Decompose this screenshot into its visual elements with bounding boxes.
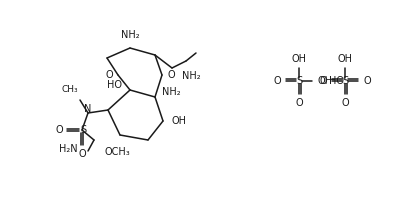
Text: O: O: [55, 125, 63, 135]
Text: N: N: [84, 104, 92, 114]
Text: HO: HO: [107, 80, 122, 90]
Text: O: O: [78, 149, 86, 159]
Text: CH₃: CH₃: [61, 85, 78, 94]
Text: O: O: [105, 70, 113, 80]
Text: NH₂: NH₂: [121, 30, 139, 40]
Text: OH: OH: [171, 116, 186, 126]
Text: O: O: [363, 76, 371, 86]
Text: S: S: [342, 76, 348, 86]
Text: O: O: [273, 76, 281, 86]
Text: O: O: [320, 76, 327, 86]
Text: NH₂: NH₂: [162, 87, 181, 97]
Text: OH: OH: [317, 76, 332, 86]
Text: O: O: [295, 98, 303, 108]
Text: S: S: [80, 125, 86, 135]
Text: OH: OH: [337, 54, 352, 64]
Text: H₂N: H₂N: [59, 144, 78, 154]
Text: O: O: [341, 98, 349, 108]
Text: S: S: [296, 76, 302, 86]
Text: O: O: [167, 70, 175, 80]
Text: OH: OH: [291, 54, 307, 64]
Text: NH₂: NH₂: [182, 71, 200, 81]
Text: HO: HO: [329, 76, 344, 86]
Text: OCH₃: OCH₃: [104, 147, 130, 157]
